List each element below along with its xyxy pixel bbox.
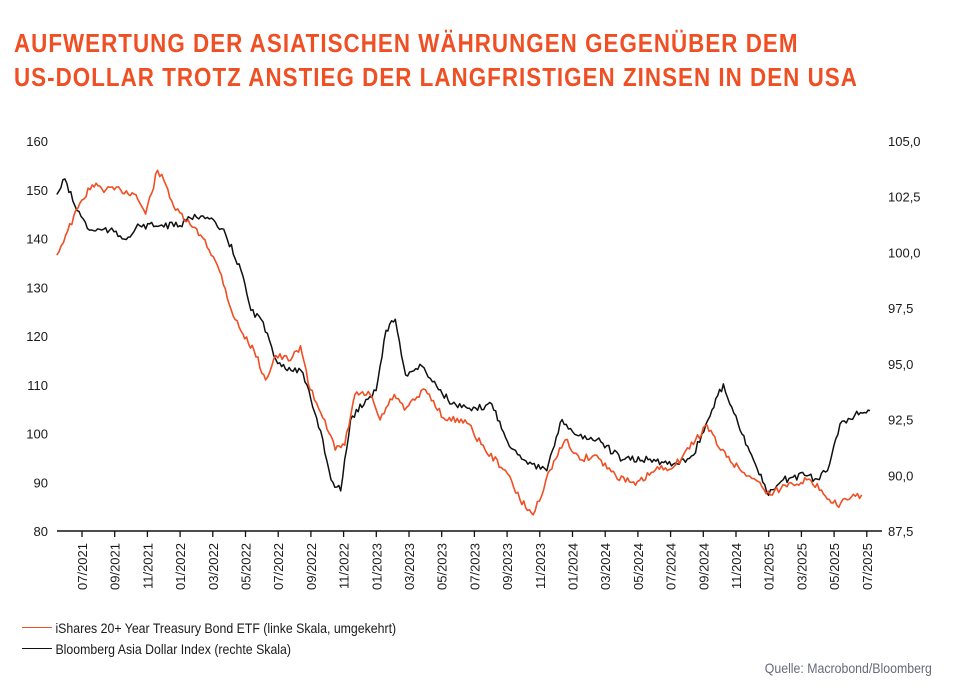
x-tick-label: 03/2025 — [794, 543, 809, 590]
right-tick-label: 97,5 — [888, 301, 913, 316]
right-tick-label: 102,5 — [888, 190, 921, 205]
x-tick-label: 07/2021 — [75, 543, 90, 590]
x-tick-label: 05/2025 — [827, 543, 842, 590]
x-tick-label: 11/2022 — [337, 543, 352, 589]
legend-label-bloomberg: Bloomberg Asia Dollar Index (rechte Skal… — [55, 640, 292, 657]
x-tick-label: 09/2024 — [696, 543, 711, 590]
right-tick-label: 92,5 — [888, 413, 913, 428]
left-tick-label: 110 — [27, 378, 48, 393]
chart-title-line-1: AUFWERTUNG DER ASIATISCHEN WÄHRUNGEN GEG… — [14, 28, 799, 58]
left-tick-label: 140 — [26, 232, 48, 247]
source-note: Quelle: Macrobond/Bloomberg — [764, 660, 932, 676]
left-tick-label: 100 — [26, 427, 48, 442]
left-tick-label: 160 — [26, 134, 48, 149]
x-tick-label: 09/2021 — [108, 543, 123, 590]
left-tick-label: 150 — [26, 183, 48, 198]
x-axis: 07/2021 09/2021 11/2021 01/2022 03/2022 05/20… — [75, 531, 875, 590]
left-tick-label: 130 — [26, 280, 48, 295]
x-tick-label: 01/2022 — [173, 543, 188, 590]
right-tick-label: 105,0 — [888, 134, 921, 149]
chart-title: AUFWERTUNG DER ASIATISCHEN WÄHRUNGEN GEG… — [14, 26, 858, 94]
x-tick-label: 05/2024 — [631, 543, 646, 590]
x-tick-label: 01/2023 — [369, 543, 384, 590]
x-tick-label: 09/2022 — [304, 543, 319, 590]
x-tick-label: 11/2024 — [729, 543, 744, 589]
chart-title-line-2: US-DOLLAR TROTZ ANSTIEG DER LANGFRISTIGE… — [14, 62, 858, 92]
right-tick-label: 100,0 — [888, 245, 921, 260]
x-tick-label: 01/2024 — [566, 543, 581, 590]
x-tick-label: 11/2023 — [533, 543, 548, 589]
x-tick-label: 07/2023 — [467, 543, 482, 590]
left-tick-label: 80 — [34, 524, 48, 539]
right-tick-label: 95,0 — [888, 357, 913, 372]
x-tick-label: 07/2025 — [860, 543, 875, 590]
legend-label-ishares: iShares 20+ Year Treasury Bond ETF (link… — [55, 619, 397, 636]
series-line-ishares — [56, 169, 863, 516]
legend-item-bloomberg: Bloomberg Asia Dollar Index (rechte Skal… — [22, 638, 396, 659]
x-tick-label: 05/2023 — [435, 543, 450, 590]
right-axis: 105,0 102,5 100,0 97,5 95,0 92,5 90,0 87,5 — [888, 134, 921, 539]
right-tick-label: 87,5 — [888, 524, 913, 539]
legend-swatch-black — [22, 648, 52, 649]
x-tick-label: 07/2024 — [664, 543, 679, 590]
left-tick-label: 90 — [34, 475, 48, 490]
right-tick-label: 90,0 — [888, 468, 913, 483]
x-tick-label: 03/2022 — [206, 543, 221, 590]
x-tick-label: 03/2023 — [402, 543, 417, 590]
x-tick-label: 09/2023 — [500, 543, 515, 590]
left-axis: 160 150 140 130 120 110 100 90 80 — [26, 134, 48, 539]
legend: iShares 20+ Year Treasury Bond ETF (link… — [22, 617, 447, 659]
legend-item-ishares: iShares 20+ Year Treasury Bond ETF (link… — [22, 617, 396, 638]
left-tick-label: 120 — [26, 329, 48, 344]
x-tick-label: 07/2022 — [271, 543, 286, 590]
series-layer — [56, 169, 871, 516]
x-tick-label: 05/2022 — [239, 543, 254, 590]
x-tick-label: 01/2025 — [762, 543, 777, 590]
series-line-bloomberg — [56, 178, 871, 497]
x-tick-label: 03/2024 — [598, 543, 613, 590]
x-tick-label: 11/2021 — [140, 543, 155, 589]
legend-swatch-red — [22, 627, 52, 628]
